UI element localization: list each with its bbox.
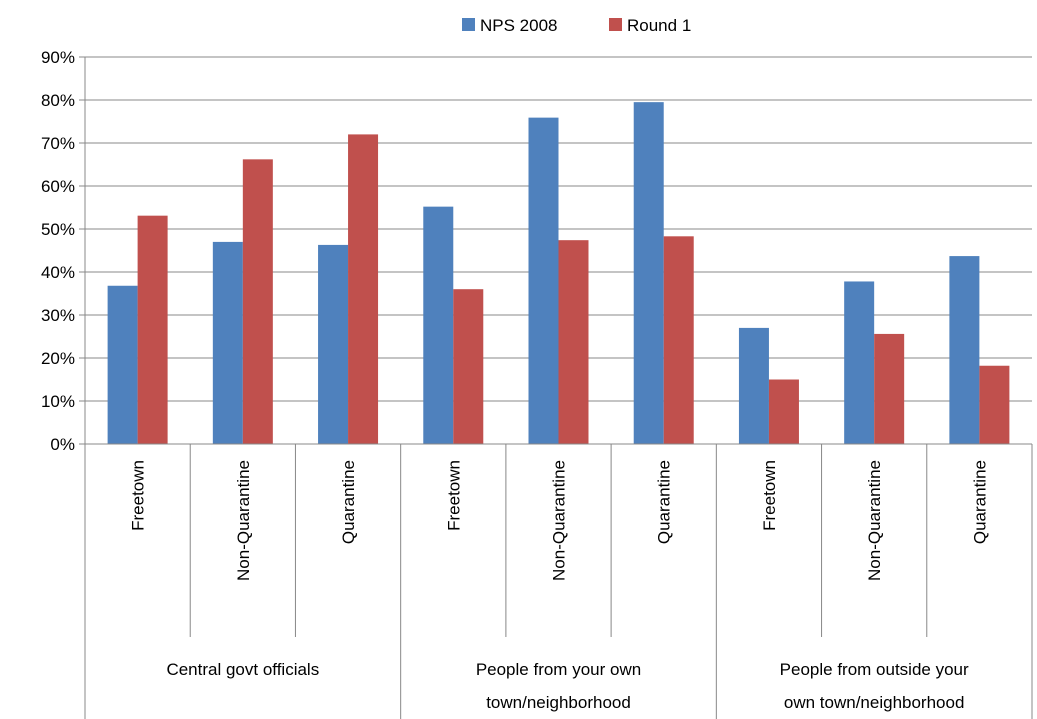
y-tick-label: 90%	[41, 48, 75, 67]
x-group-label: People from your own	[476, 660, 641, 679]
x-category-label: Quarantine	[339, 460, 358, 544]
x-category-label: Non-Quarantine	[234, 460, 253, 581]
x-group-label: Central govt officials	[166, 660, 319, 679]
y-tick-label: 50%	[41, 220, 75, 239]
x-category-label: Freetown	[129, 460, 148, 531]
y-tick-label: 20%	[41, 349, 75, 368]
axis-labels: 0% 10% 20% 30% 40% 50% 60% 70% 80% 90% Freetown Non…	[41, 48, 989, 712]
x-group-label: People from outside your	[780, 660, 969, 679]
y-tick-label: 10%	[41, 392, 75, 411]
bar-round-1	[663, 236, 694, 444]
y-tick-label: 60%	[41, 177, 75, 196]
bar-nps-2008	[528, 117, 559, 444]
legend-swatch	[609, 18, 622, 31]
bar-round-1	[558, 240, 589, 444]
x-group-label: town/neighborhood	[486, 693, 631, 712]
bar-round-1	[874, 333, 905, 444]
bar-nps-2008	[318, 244, 349, 444]
legend: NPS 2008 Round 1	[462, 16, 691, 35]
bar-nps-2008	[844, 281, 875, 444]
y-tick-label: 40%	[41, 263, 75, 282]
x-category-label: Quarantine	[655, 460, 674, 544]
bar-nps-2008	[423, 206, 454, 444]
bar-round-1	[979, 365, 1010, 444]
y-tick-label: 80%	[41, 91, 75, 110]
y-tick-label: 70%	[41, 134, 75, 153]
bar-round-1	[137, 215, 168, 444]
bar-nps-2008	[633, 102, 664, 445]
y-tick-label: 30%	[41, 306, 75, 325]
bar-nps-2008	[107, 285, 138, 444]
bars	[107, 102, 1010, 445]
x-category-label: Non-Quarantine	[865, 460, 884, 581]
legend-swatch	[462, 18, 475, 31]
bar-round-1	[768, 379, 799, 444]
bar-nps-2008	[949, 256, 980, 444]
axes	[79, 56, 1033, 719]
bar-round-1	[453, 289, 484, 444]
x-category-label: Non-Quarantine	[550, 460, 569, 581]
x-category-label: Freetown	[760, 460, 779, 531]
legend-label: Round 1	[627, 16, 691, 35]
y-tick-label: 0%	[50, 435, 75, 454]
bar-nps-2008	[738, 327, 769, 444]
bar-round-1	[242, 159, 273, 444]
x-group-label: own town/neighborhood	[784, 693, 965, 712]
legend-label: NPS 2008	[480, 16, 558, 35]
bar-round-1	[348, 134, 379, 444]
bar-nps-2008	[212, 241, 243, 444]
x-category-label: Quarantine	[970, 460, 989, 544]
x-category-label: Freetown	[444, 460, 463, 531]
